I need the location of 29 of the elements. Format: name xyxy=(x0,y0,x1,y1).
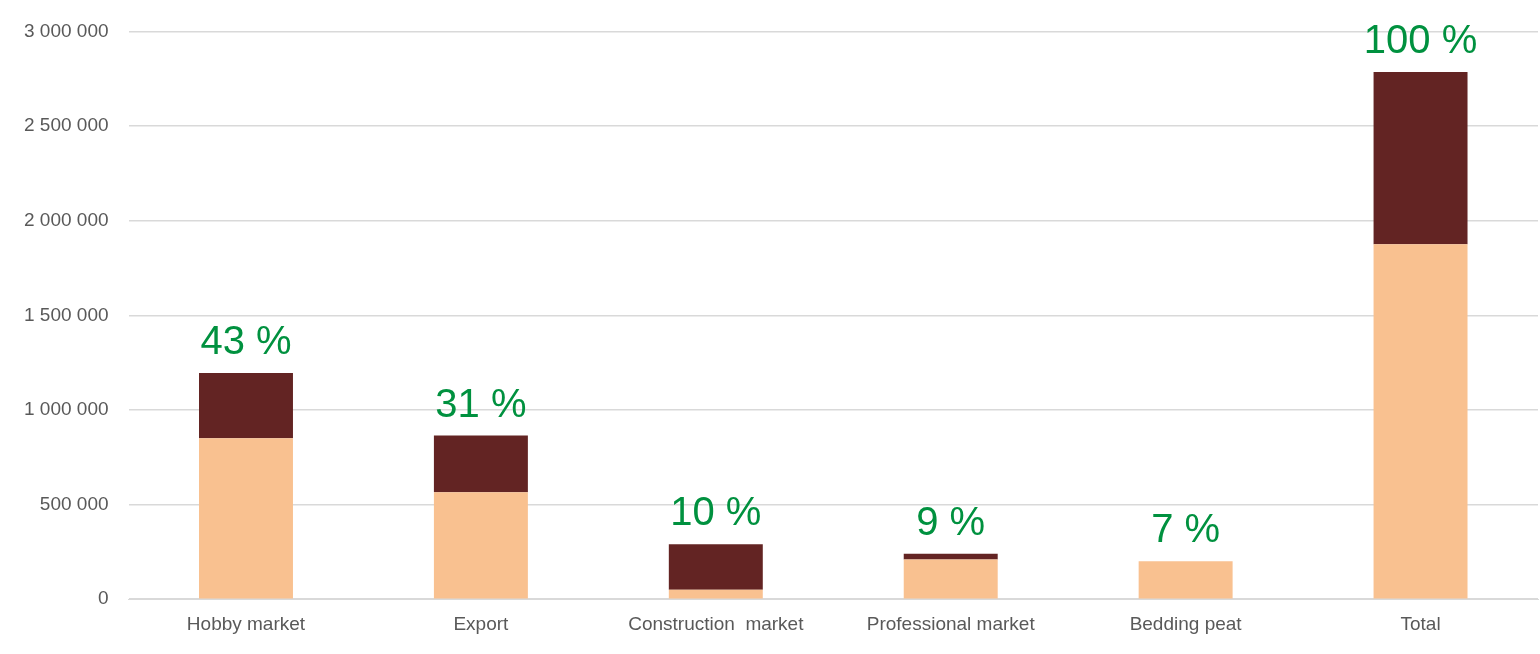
bar xyxy=(1373,72,1468,245)
annotation: 100 % xyxy=(1363,17,1478,62)
bar xyxy=(433,435,528,493)
bar xyxy=(199,438,293,599)
x-tick-label: Professional market xyxy=(866,612,1036,634)
x-tick-label: Bedding peat xyxy=(1129,612,1243,634)
x-tick-label: Export xyxy=(453,612,510,634)
annotation: 31 % xyxy=(435,380,527,425)
annotation: 10 % xyxy=(670,489,762,534)
bar xyxy=(1138,561,1233,599)
annotation: 9 % xyxy=(916,498,986,543)
x-tick-label: Construction market xyxy=(628,612,805,634)
y-tick-label: 3 000 000 xyxy=(23,19,109,41)
annotation: 7 % xyxy=(1151,506,1221,551)
y-tick-label: 1 500 000 xyxy=(23,303,109,325)
y-tick-label: 1 000 000 xyxy=(23,398,109,420)
y-tick-label: 0 xyxy=(97,587,109,609)
bar xyxy=(199,373,293,439)
bar xyxy=(433,492,528,599)
bar xyxy=(903,559,998,599)
x-tick-label: Total xyxy=(1400,612,1441,634)
bar xyxy=(1373,244,1468,599)
bar xyxy=(668,544,763,590)
y-tick-label: 2 000 000 xyxy=(23,208,109,230)
bar xyxy=(668,589,763,599)
y-tick-label: 2 500 000 xyxy=(23,114,109,136)
annotation: 43 % xyxy=(200,318,292,363)
y-tick-label: 500 000 xyxy=(39,492,109,514)
x-tick-label: Hobby market xyxy=(186,612,306,634)
